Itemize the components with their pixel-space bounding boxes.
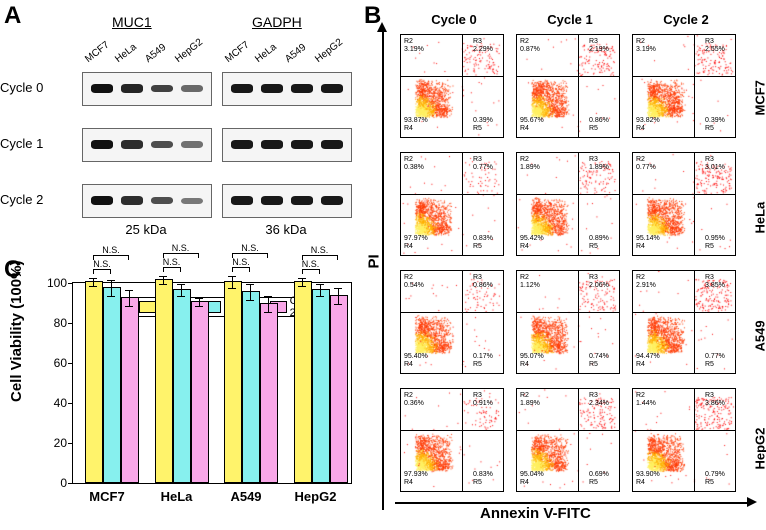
flow-cytometry-panel: Cycle 0Cycle 1Cycle 2MCF7HeLaA549HepG2R2… [398,12,758,522]
flow-plot: R20.54%R30.86%95.40%R40.17%R5 [400,270,504,374]
kda-label: 36 kDa [222,222,350,237]
flow-plot: R21.89%R31.89%95.42%R40.89%R5 [516,152,620,256]
flow-plot: R22.91%R33.85%94.47%R40.77%R5 [632,270,736,374]
bar-chart-panel: Cell Viability (100%) 020406080100Cycle … [30,272,356,522]
flow-col-label: Cycle 0 [400,12,508,27]
panel-label-a: A [4,2,21,30]
ytick-label: 40 [37,396,67,410]
bar-chart-plot: 020406080100Cycle 0Cycle 1Cycle 2N.S.N.S… [72,282,352,484]
ns-label: N.S. [241,243,259,253]
flow-row-label: HeLa [753,212,766,234]
flow-row-label: MCF7 [753,94,766,116]
ytick-label: 80 [37,316,67,330]
x-category-label: HeLa [147,489,207,504]
flow-plot: R21.12%R32.06%95.07%R40.74%R5 [516,270,620,374]
ns-label: N.S. [302,259,320,269]
flow-col-label: Cycle 2 [632,12,740,27]
bar [155,279,173,483]
x-category-label: MCF7 [77,489,137,504]
ytick-label: 100 [37,276,67,290]
blot-cycle-label: Cycle 0 [0,80,43,95]
ns-label: N.S. [102,245,120,255]
bar [224,281,242,483]
blot-box [82,128,212,162]
bar [260,303,278,483]
ns-label: N.S. [311,245,329,255]
bar [121,297,139,483]
flow-row-label: A549 [753,330,766,352]
flow-plot: R20.38%R30.77%97.97%R40.83%R5 [400,152,504,256]
ns-label: N.S. [163,257,181,267]
bar [191,301,209,483]
bar [312,289,330,483]
blot-lane-labels: MCF7HeLaA549HepG2 [224,28,354,68]
y-axis-label: Cell Viability (100%) [8,261,25,402]
blot-cycle-label: Cycle 1 [0,136,43,151]
x-category-label: A549 [216,489,276,504]
ns-label: N.S. [232,257,250,267]
ytick-label: 60 [37,356,67,370]
ns-label: N.S. [172,243,190,253]
blot-box [222,184,352,218]
blot-cycle-label: Cycle 2 [0,192,43,207]
flow-plot: R21.44%R33.86%93.90%R40.79%R5 [632,388,736,492]
blot-box [82,72,212,106]
bar [85,281,103,483]
ytick-label: 0 [37,476,67,490]
annexin-axis-line [395,502,747,504]
blot-box [82,184,212,218]
flow-plot: R20.87%R32.19%95.67%R40.86%R5 [516,34,620,138]
blot-box [222,128,352,162]
blot-lane-labels: MCF7HeLaA549HepG2 [84,28,214,68]
blot-box [222,72,352,106]
x-category-label: HepG2 [286,489,346,504]
flow-col-label: Cycle 1 [516,12,624,27]
bar [103,287,121,483]
flow-plot: R23.19%R32.55%93.82%R40.39%R5 [632,34,736,138]
bar [330,295,348,483]
ns-label: N.S. [93,259,111,269]
flow-plot: R23.19%R32.29%93.87%R40.39%R5 [400,34,504,138]
flow-plot: R21.89%R32.34%95.04%R40.69%R5 [516,388,620,492]
bar [242,291,260,483]
western-blot-panel: MUC1GADPHMCF7HeLaA549HepG2MCF7HeLaA549He… [34,10,354,242]
flow-row-label: HepG2 [753,448,766,470]
bar [173,289,191,483]
pi-axis-label: PI [366,254,383,268]
annexin-axis-arrow [747,497,757,507]
pi-axis-arrow [377,22,387,32]
ytick-label: 20 [37,436,67,450]
flow-plot: R20.36%R30.91%97.93%R40.83%R5 [400,388,504,492]
pi-axis-line [382,30,384,510]
bar [294,281,312,483]
flow-plot: R20.77%R33.01%95.14%R40.95%R5 [632,152,736,256]
annexin-axis-label: Annexin V-FITC [480,505,591,522]
kda-label: 25 kDa [82,222,210,237]
